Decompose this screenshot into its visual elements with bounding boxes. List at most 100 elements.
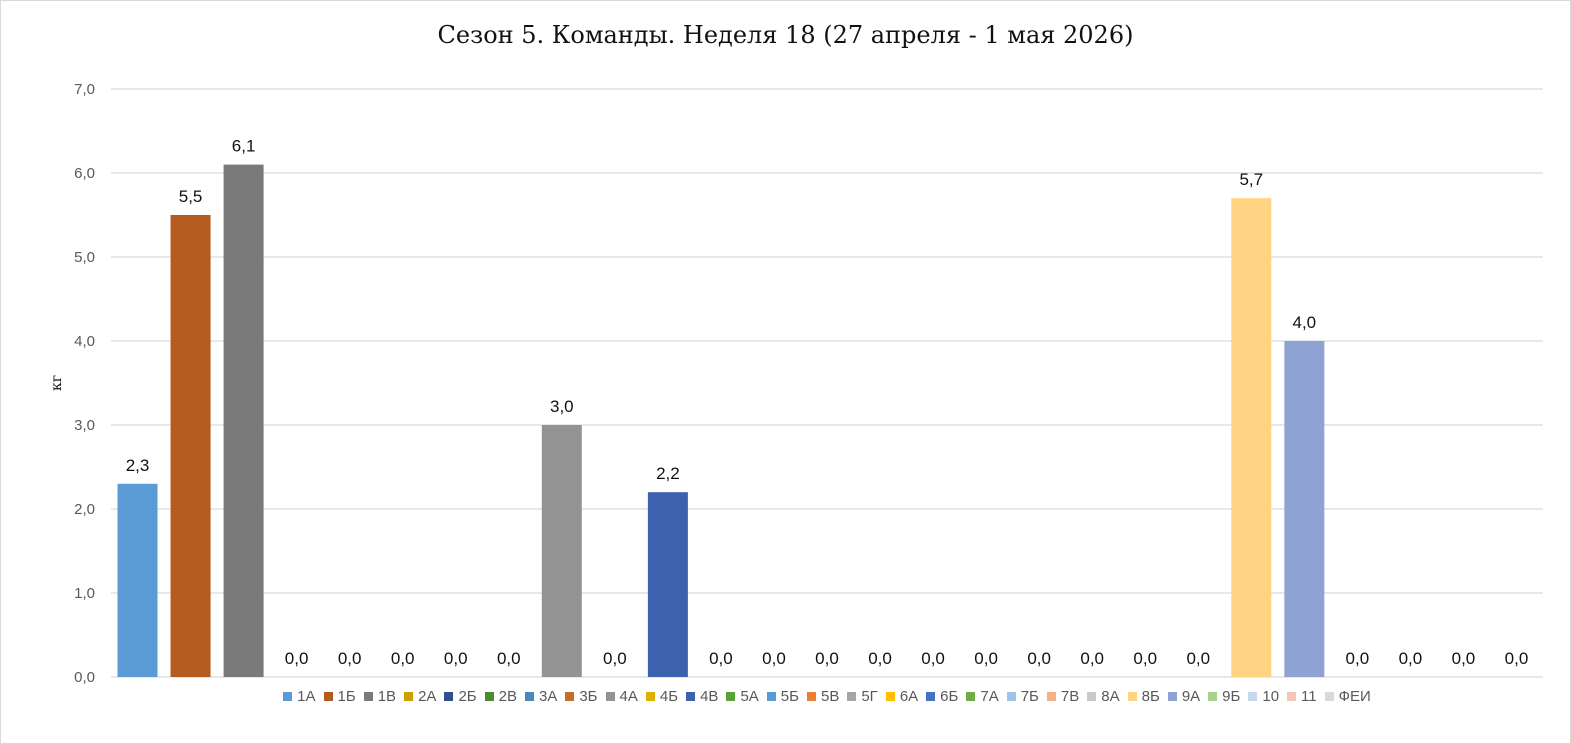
bar-1Б [170,215,211,677]
legend-item-2А: 2А [404,688,436,705]
bar-1А [117,483,158,677]
legend-swatch [686,691,696,701]
y-tick-label: 0,0 [74,669,95,686]
legend-item-1А: 1А [283,688,316,705]
legend: 1А 1Б 1В 2А 2Б 2В 3А 3Б 4А 4Б 4В 5А 5Б 5В 5Г 6А 6Б 7А 7Б 7В… [111,685,1543,707]
data-label-11: 0,0 [1452,649,1476,668]
legend-item-5Г: 5Г [847,687,878,705]
legend-swatch [1208,691,1218,701]
legend-swatch [484,691,494,701]
y-tick-label: 6,0 [74,165,95,182]
bar-4В [647,492,688,677]
data-label-1А: 2,3 [126,456,150,475]
y-tick-label: 5,0 [74,249,95,266]
data-label-4Б: 0,0 [603,649,627,668]
chart-title: Сезон 5. Команды. Неделя 18 (27 апреля -… [437,21,1134,49]
legend-label: 9Б [1222,687,1241,705]
legend-item-6Б: 6Б [926,688,958,705]
legend-item-5А: 5А [726,687,759,705]
legend-swatch [847,691,857,701]
legend-swatch [766,691,776,701]
data-label-2А: 0,0 [285,649,309,668]
legend-item-5Б: 5Б [766,688,799,705]
legend-item-7А: 7А [966,687,999,705]
data-label-1В: 6,1 [232,137,256,156]
legend-swatch [1167,691,1177,701]
bar-9А [1284,341,1325,677]
data-label-5Г: 0,0 [868,649,892,668]
legend-label: 2В [498,687,517,705]
bar-8Б [1231,198,1272,677]
legend-swatch [726,691,736,701]
legend-swatch [323,691,333,701]
data-label-9А: 4,0 [1293,313,1317,332]
legend-item-1Б: 1Б [323,687,356,705]
legend-swatch [605,691,615,701]
legend-item-10: 10 [1248,688,1279,705]
legend-label: 5А [740,687,759,705]
bar-4А [541,425,582,677]
data-label-7Б: 0,0 [1080,649,1104,668]
legend-item-4Б: 4Б [645,687,679,705]
data-label-6Б: 0,0 [974,649,998,668]
data-label-ФЕИ: 0,0 [1505,649,1529,668]
legend-swatch [1006,691,1016,701]
legend-label: 3Б [579,687,598,705]
legend-item-5В: 5В [806,688,839,705]
data-label-8Б: 5,7 [1239,170,1263,189]
legend-item-4В: 4В [686,688,718,705]
legend-label: 5Г [861,687,878,705]
legend-swatch [1087,691,1097,701]
legend-label: 3А [538,687,558,705]
data-label-6А: 0,0 [921,649,945,668]
legend-item-7В: 7В [1046,687,1080,705]
legend-swatch [1127,691,1137,701]
legend-swatch [1287,691,1297,701]
data-label-5А: 0,0 [709,649,733,668]
legend-label: 4Б [659,687,679,705]
data-label-1Б: 5,5 [179,187,203,206]
legend-item-3А: 3А [524,687,558,705]
data-label-3А: 0,0 [444,649,468,668]
legend-item-1В: 1В [363,688,396,705]
legend-label: 2Б [458,687,477,705]
data-label-4А: 3,0 [550,397,574,416]
legend-swatch [404,691,414,701]
data-label-5Б: 0,0 [762,649,786,668]
legend-label: 8Б [1141,687,1160,705]
legend-item-9А: 9А [1167,687,1201,705]
data-label-2В: 0,0 [391,649,415,668]
legend-swatch [966,691,976,701]
legend-item-11: 11 [1287,688,1317,705]
legend-label: 4В [700,687,719,705]
data-label-7В: 0,0 [1133,649,1157,668]
y-tick-label: 4,0 [74,333,95,350]
legend-label: 9А [1181,687,1201,705]
legend-label: 10 [1262,687,1280,705]
y-tick-label: 3,0 [74,417,95,434]
y-tick-label: 2,0 [74,501,95,518]
legend-item-6А: 6А [885,688,918,705]
legend-swatch [1248,691,1258,701]
legend-label: 1Б [337,687,356,705]
bar-1В [223,164,264,678]
y-tick-label: 1,0 [74,585,95,602]
data-label-5В: 0,0 [815,649,839,668]
legend-swatch [283,691,293,701]
legend-swatch [565,691,575,701]
legend-label: 7В [1060,687,1080,705]
legend-swatch [926,691,936,701]
legend-swatch [645,691,655,701]
data-label-3Б: 0,0 [497,649,521,668]
legend-item-4А: 4А [605,688,638,705]
legend-item-9Б: 9Б [1208,688,1240,705]
legend-swatch [1324,691,1334,701]
legend-swatch [885,691,895,701]
legend-label: 2А [418,687,437,705]
legend-item-ФЕИ: ФЕИ [1324,687,1371,705]
legend-swatch [363,691,373,701]
legend-label: ФЕИ [1338,687,1371,705]
legend-label: 7А [980,687,999,705]
data-label-8А: 0,0 [1186,649,1210,668]
